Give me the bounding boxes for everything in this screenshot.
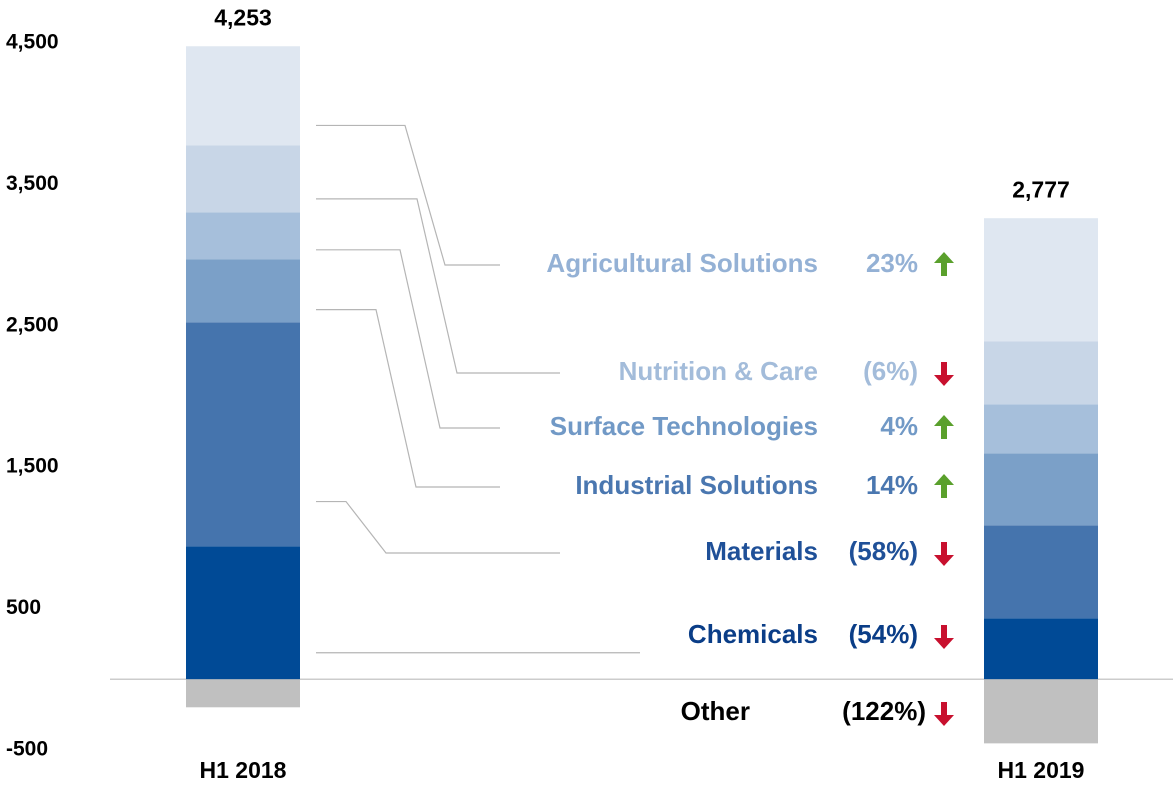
leader-line bbox=[316, 249, 500, 429]
category-label: H1 2018 bbox=[200, 757, 287, 783]
bar-segment bbox=[984, 341, 1098, 405]
trend-arrow bbox=[934, 415, 954, 439]
trend-arrow bbox=[934, 542, 954, 566]
leader-line bbox=[316, 198, 560, 374]
change-label: 4% bbox=[880, 411, 918, 441]
change-label: 23% bbox=[866, 248, 918, 278]
bar-segment bbox=[186, 145, 300, 213]
bar-segment bbox=[186, 212, 300, 260]
bar-segment bbox=[984, 618, 1098, 680]
trend-arrow bbox=[934, 362, 954, 386]
category-label: H1 2019 bbox=[998, 757, 1085, 783]
bar-segment bbox=[186, 259, 300, 323]
series-name: Chemicals bbox=[688, 619, 818, 649]
series-name: Materials bbox=[705, 536, 818, 566]
change-label: 14% bbox=[866, 470, 918, 500]
change-label: (58%) bbox=[849, 536, 918, 566]
series-name: Other bbox=[681, 696, 750, 726]
leader-line bbox=[316, 309, 500, 488]
trend-arrow bbox=[934, 702, 954, 726]
series-name: Industrial Solutions bbox=[575, 470, 818, 500]
series-name: Agricultural Solutions bbox=[546, 248, 818, 278]
bar-segment bbox=[984, 525, 1098, 619]
y-tick-label: -500 bbox=[6, 738, 48, 761]
bar-segment bbox=[984, 218, 1098, 342]
bar-segment bbox=[984, 453, 1098, 526]
total-label: 2,777 bbox=[1012, 176, 1070, 202]
trend-arrow bbox=[934, 474, 954, 498]
y-tick-label: 4,500 bbox=[6, 31, 59, 54]
trend-arrow bbox=[934, 252, 954, 276]
leader-line bbox=[316, 124, 500, 266]
y-tick-label: 1,500 bbox=[6, 455, 59, 478]
bar-segment bbox=[186, 322, 300, 547]
change-label: (54%) bbox=[849, 619, 918, 649]
trend-arrow bbox=[934, 625, 954, 649]
change-label: (122%) bbox=[842, 696, 926, 726]
series-name: Surface Technologies bbox=[550, 411, 818, 441]
y-tick-label: 500 bbox=[6, 596, 41, 619]
bar-segment bbox=[984, 404, 1098, 454]
y-tick-label: 3,500 bbox=[6, 172, 59, 195]
change-label: (6%) bbox=[863, 356, 918, 386]
y-tick-label: 2,500 bbox=[6, 313, 59, 336]
bar-segment bbox=[984, 679, 1098, 744]
total-label: 4,253 bbox=[214, 4, 272, 30]
bar-segment bbox=[186, 546, 300, 680]
leader-line bbox=[316, 500, 560, 554]
series-name: Nutrition & Care bbox=[619, 356, 818, 386]
bar-segment bbox=[186, 46, 300, 146]
bar-segment bbox=[186, 679, 300, 708]
